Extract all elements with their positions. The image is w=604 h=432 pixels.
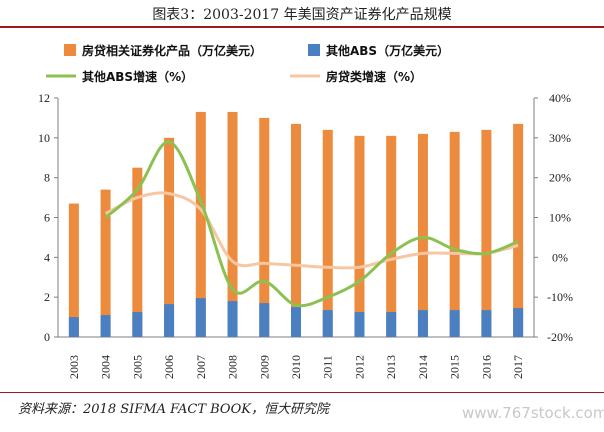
bar-abs bbox=[100, 315, 111, 337]
bar-mortgage bbox=[259, 117, 270, 338]
x-tick-label: 2011 bbox=[321, 355, 335, 379]
bar-abs bbox=[195, 298, 206, 337]
y-left-tick-label: 12 bbox=[38, 91, 50, 105]
x-tick-label: 2013 bbox=[384, 355, 398, 379]
bar-mortgage bbox=[100, 189, 111, 337]
title-bar bbox=[0, 0, 604, 28]
bar-abs bbox=[322, 310, 333, 337]
bar-mortgage bbox=[386, 135, 397, 337]
chart-title: 图表3：2003-2017 年美国资产证券化产品规模 bbox=[152, 7, 452, 23]
x-tick-label: 2009 bbox=[257, 355, 271, 379]
x-tick-label: 2007 bbox=[194, 355, 208, 379]
y-right-tick-label: 0% bbox=[552, 250, 568, 264]
bar-mortgage bbox=[164, 137, 175, 337]
legend-swatch-mortgage bbox=[64, 44, 76, 56]
bar-mortgage bbox=[354, 135, 365, 337]
y-left-tick-label: 0 bbox=[44, 330, 50, 344]
y-left-tick-label: 6 bbox=[44, 211, 50, 225]
y-left-tick-label: 10 bbox=[38, 131, 50, 145]
y-right-tick-label: -20% bbox=[547, 330, 573, 344]
y-right-tick-label: 20% bbox=[549, 171, 571, 185]
x-tick-label: 2004 bbox=[99, 355, 113, 379]
bar-mortgage bbox=[481, 129, 492, 337]
plot-area: 0 2 4 6 8 10 12 -20% -10% 0% 10% 20% 30% 40% 2003 2004 2… bbox=[38, 91, 573, 379]
bar-abs bbox=[513, 308, 524, 337]
bar-abs bbox=[481, 310, 492, 337]
legend-label-mortgage: 房贷相关证券化产品（万亿美元） bbox=[82, 43, 262, 58]
bar-abs bbox=[354, 312, 365, 337]
bar-abs bbox=[164, 304, 175, 337]
y-left-tick-label: 4 bbox=[44, 250, 50, 264]
watermark: www.767stock.com bbox=[462, 404, 604, 422]
x-tick-label: 2003 bbox=[67, 355, 81, 379]
bar-abs bbox=[68, 317, 79, 337]
source-note: 资料来源：2018 SIFMA FACT BOOK，恒大研究院 bbox=[18, 402, 329, 417]
y-right-tick-label: -10% bbox=[547, 290, 573, 304]
bar-abs bbox=[291, 307, 301, 337]
y-right-tick-label: 30% bbox=[549, 131, 571, 145]
x-tick-label: 2008 bbox=[226, 355, 240, 379]
bar-abs bbox=[227, 301, 238, 337]
bar-abs bbox=[386, 312, 397, 337]
x-tick-label: 2016 bbox=[479, 355, 493, 379]
bar-mortgage bbox=[417, 133, 428, 337]
x-tick-label: 2014 bbox=[416, 355, 430, 379]
line-mortgage-growth bbox=[104, 191, 519, 270]
x-tick-label: 2006 bbox=[162, 355, 176, 379]
y-right-tick-label: 40% bbox=[549, 91, 571, 105]
bottom-rule bbox=[0, 392, 604, 393]
bar-mortgage bbox=[195, 111, 206, 337]
y-left-tick-label: 2 bbox=[44, 290, 50, 304]
x-tick-label: 2005 bbox=[130, 355, 144, 379]
bar-mortgage bbox=[291, 123, 301, 338]
legend-swatch-abs bbox=[308, 44, 320, 56]
bar-abs bbox=[449, 310, 460, 337]
x-tick-label: 2010 bbox=[289, 355, 303, 379]
bar-mortgage bbox=[227, 111, 238, 337]
bar-mortgage bbox=[322, 129, 333, 337]
bar-mortgage bbox=[132, 167, 143, 337]
line-abs-growth bbox=[104, 140, 519, 308]
legend: 房贷相关证券化产品（万亿美元） 其他ABS（万亿美元） 其他ABS增速（%） 房… bbox=[46, 43, 449, 84]
bar-mortgage bbox=[449, 131, 460, 337]
x-tick-label: 2017 bbox=[511, 355, 525, 379]
y-left-tick-label: 8 bbox=[44, 171, 50, 185]
legend-label-mortgage-growth: 房贷类增速（%） bbox=[326, 69, 422, 84]
x-tick-label: 2012 bbox=[352, 355, 366, 379]
bar-mortgage bbox=[68, 203, 79, 337]
bar-abs bbox=[259, 303, 270, 337]
x-tick-label: 2015 bbox=[448, 355, 462, 379]
legend-label-abs: 其他ABS（万亿美元） bbox=[326, 43, 449, 58]
legend-label-abs-growth: 其他ABS增速（%） bbox=[82, 69, 193, 84]
bar-mortgage bbox=[513, 123, 524, 338]
bar-abs bbox=[417, 310, 428, 337]
bar-abs bbox=[132, 312, 143, 337]
y-right-tick-label: 10% bbox=[549, 211, 571, 225]
chart: 房贷相关证券化产品（万亿美元） 其他ABS（万亿美元） 其他ABS增速（%） 房… bbox=[38, 43, 573, 379]
